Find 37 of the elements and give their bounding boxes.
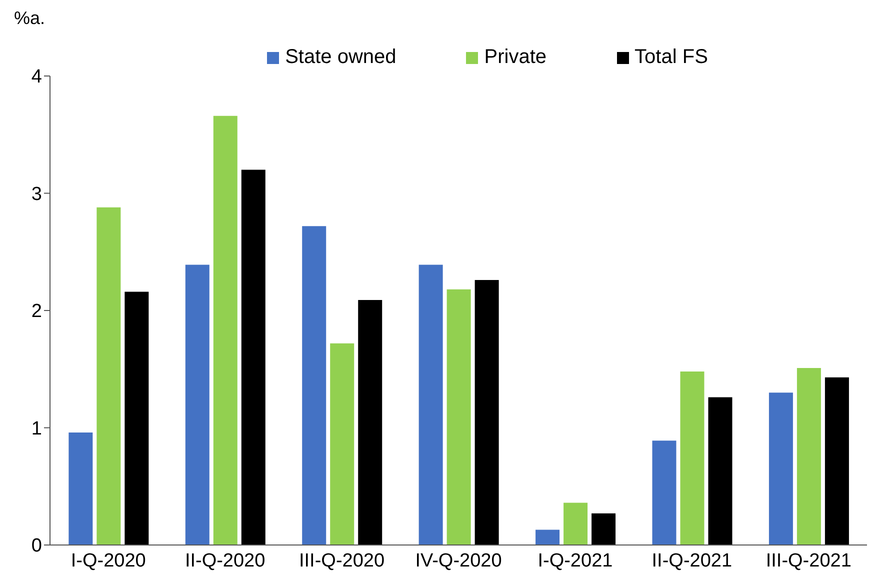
bar — [680, 371, 704, 545]
bar — [592, 513, 616, 545]
y-tick-label: 4 — [31, 66, 42, 88]
bar — [564, 502, 588, 545]
y-tick-label: 1 — [31, 418, 42, 440]
bar — [302, 226, 326, 545]
bar — [68, 432, 93, 545]
bar — [474, 280, 499, 545]
x-tick-label: II-Q-2021 — [652, 550, 732, 572]
bar — [358, 300, 382, 545]
y-axis-title: %a. — [14, 8, 46, 29]
bar — [418, 264, 443, 545]
bar — [124, 292, 149, 545]
bar — [796, 368, 821, 545]
y-tick-label: 3 — [31, 184, 42, 205]
bar — [96, 207, 121, 545]
x-tick-label: IV-Q-2020 — [415, 550, 502, 572]
legend-label: Private — [484, 46, 547, 69]
bar — [185, 264, 210, 545]
bar — [330, 343, 354, 545]
x-tick-label: III-Q-2020 — [299, 550, 385, 572]
bar — [241, 170, 266, 545]
bar — [708, 397, 732, 545]
bar — [652, 440, 676, 545]
x-tick-label: I-Q-2020 — [70, 550, 146, 572]
legend-label: State owned — [285, 46, 396, 69]
y-tick-label: 0 — [31, 536, 42, 557]
x-tick-label: III-Q-2021 — [766, 550, 852, 572]
bar — [536, 530, 560, 545]
bar — [446, 289, 471, 545]
legend-label: Total FS — [634, 46, 708, 69]
x-tick-label: II-Q-2020 — [184, 550, 266, 572]
x-tick-label: I-Q-2021 — [538, 550, 613, 572]
bar — [824, 377, 849, 545]
y-tick-label: 2 — [31, 301, 42, 322]
bar — [213, 116, 238, 545]
bar — [768, 392, 793, 545]
